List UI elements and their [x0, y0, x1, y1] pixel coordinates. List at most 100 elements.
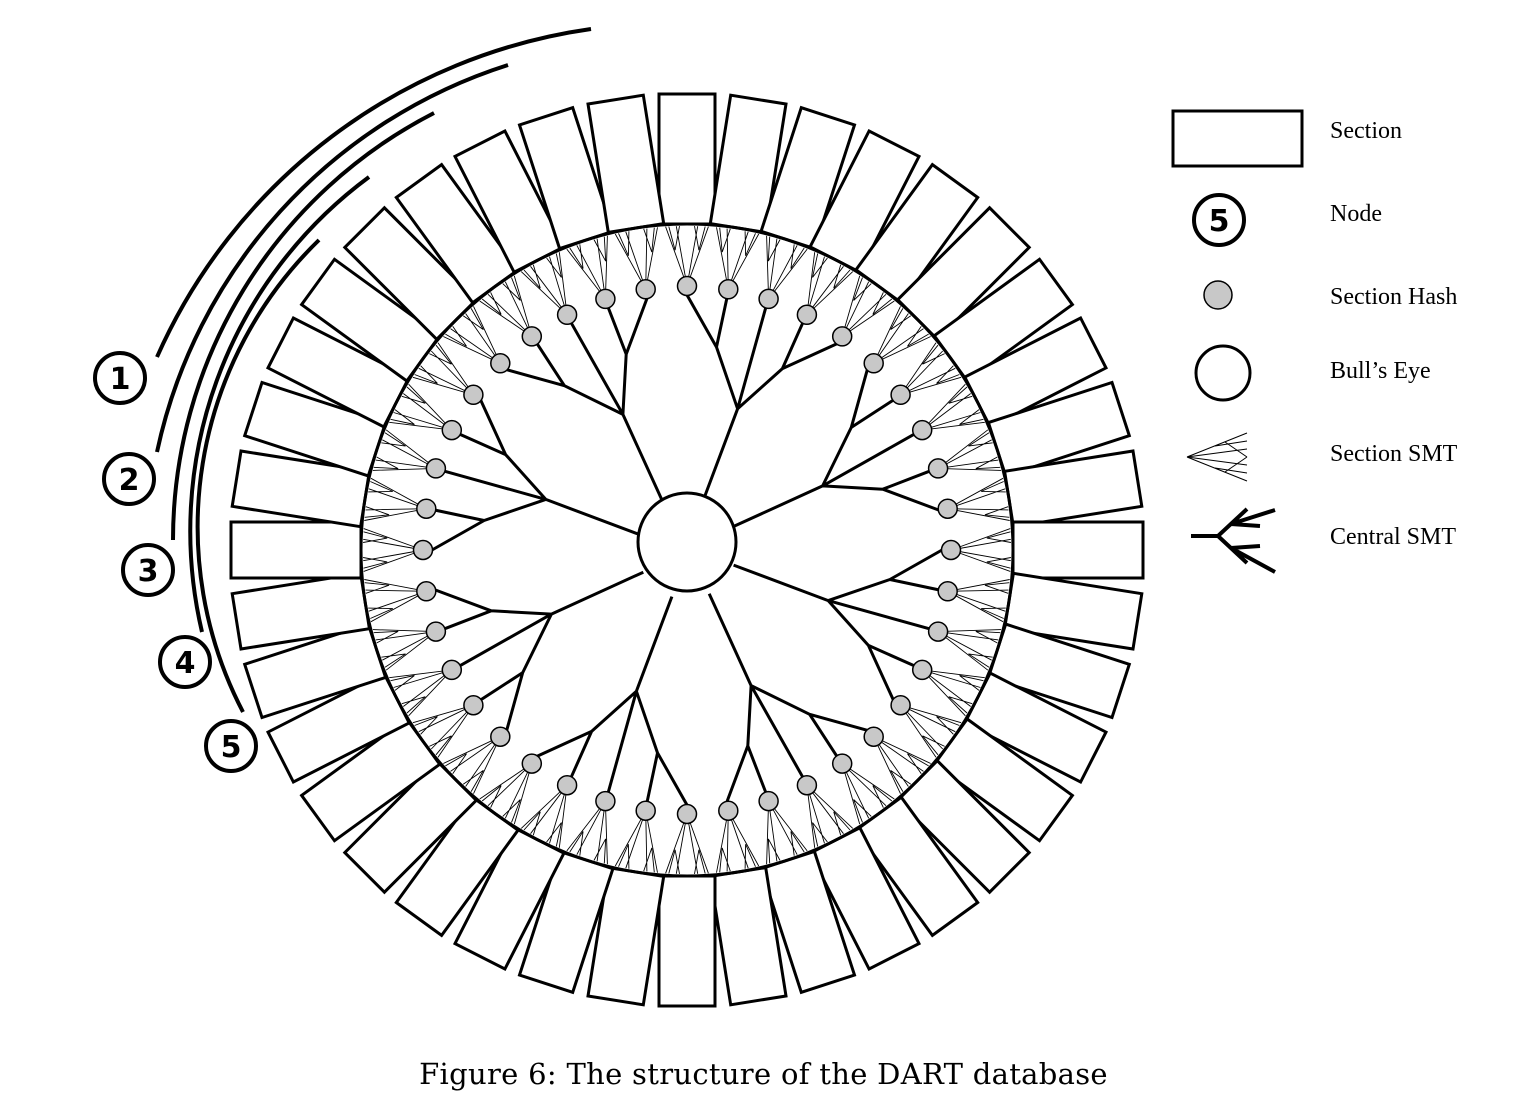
section[interactable] — [229, 520, 363, 580]
section-hash[interactable] — [635, 279, 656, 300]
section-smt — [614, 810, 658, 873]
section-hash[interactable] — [635, 800, 656, 821]
section-smt — [479, 275, 533, 337]
section-hash[interactable] — [796, 774, 818, 796]
central-smt-branch — [431, 399, 641, 552]
section-smt — [873, 306, 931, 364]
section[interactable] — [657, 92, 717, 226]
node-arc-3 — [171, 111, 435, 541]
node-4[interactable]: 4 — [158, 635, 212, 689]
node-markers: 1 2 3 4 5 — [93, 351, 258, 773]
node-arc-4 — [188, 175, 371, 633]
section-hash[interactable] — [863, 726, 884, 747]
bulls-eye[interactable] — [636, 491, 738, 593]
section-hash[interactable] — [890, 694, 911, 716]
central-smt-branch — [730, 369, 940, 530]
section-hash[interactable] — [796, 304, 818, 326]
section-hash[interactable] — [863, 353, 884, 374]
node-1[interactable]: 1 — [93, 351, 147, 405]
section-smt — [937, 629, 1002, 671]
section-hash[interactable] — [890, 384, 911, 406]
section-hash[interactable] — [937, 498, 958, 519]
section-smt — [950, 528, 1011, 572]
section-smt — [479, 763, 533, 825]
section-hashes — [412, 275, 962, 825]
section-smt — [900, 342, 962, 396]
figure-caption: Figure 6: The structure of the DART data… — [419, 1057, 1108, 1091]
section-hash[interactable] — [676, 803, 698, 825]
section-hash[interactable] — [416, 581, 437, 602]
section-hash[interactable] — [425, 458, 447, 479]
section-hash[interactable] — [463, 384, 484, 406]
central-smt-branch — [707, 593, 868, 803]
section-hash[interactable] — [676, 275, 698, 297]
node-arc-5 — [195, 238, 321, 713]
section-smt — [520, 784, 568, 848]
section-smt — [412, 704, 474, 758]
node-2-label: 2 — [119, 463, 140, 498]
section-hash[interactable] — [556, 304, 578, 326]
section-smt — [443, 306, 501, 364]
section-hash[interactable] — [595, 790, 616, 812]
node-1-label: 1 — [110, 362, 131, 397]
section-smt — [900, 704, 962, 758]
section-hash[interactable] — [911, 419, 933, 441]
section[interactable] — [1011, 520, 1145, 580]
section-smt — [841, 763, 895, 825]
central-smt-branch — [733, 548, 943, 701]
section-smt — [716, 227, 760, 290]
section-smt — [806, 252, 854, 316]
section-hash[interactable] — [831, 326, 853, 347]
section-hash[interactable] — [718, 279, 739, 300]
central-smt-branch — [685, 294, 838, 504]
section-hash[interactable] — [758, 790, 779, 812]
node-arc-1 — [155, 27, 592, 358]
section-hash[interactable] — [758, 288, 779, 310]
section-smt — [364, 477, 427, 521]
section-hash[interactable] — [441, 419, 463, 441]
section-hash[interactable] — [425, 621, 447, 642]
section-hash[interactable] — [927, 621, 949, 642]
section-hash[interactable] — [441, 659, 463, 681]
section-hash[interactable] — [412, 539, 434, 561]
section-hash[interactable] — [595, 288, 616, 310]
node-3[interactable]: 3 — [121, 543, 175, 597]
central-smt-branch — [434, 570, 644, 731]
legend-central-smt-label: Central SMT — [1330, 524, 1456, 550]
legend-section-symbol — [1171, 109, 1304, 168]
section-smt — [947, 477, 1010, 521]
node-arcs — [155, 27, 592, 713]
legend-section-smt-symbol — [1186, 432, 1248, 482]
legend-symbols: 5 — [1171, 109, 1304, 574]
section-smt — [372, 629, 437, 671]
section-hash[interactable] — [940, 539, 962, 561]
section-hash[interactable] — [521, 753, 543, 774]
section-smt — [806, 784, 854, 848]
outer-ring — [359, 222, 1015, 878]
section-hash[interactable] — [416, 498, 437, 519]
section-smt — [921, 669, 985, 717]
section-smt — [389, 383, 453, 431]
section-hash[interactable] — [831, 753, 853, 774]
node-4-label: 4 — [175, 646, 196, 681]
section-hash[interactable] — [911, 659, 933, 681]
section-hash[interactable] — [927, 458, 949, 479]
node-3-label: 3 — [138, 554, 159, 589]
central-smt-branch — [506, 297, 667, 507]
section-smt — [566, 235, 608, 300]
section-hash[interactable] — [490, 726, 511, 747]
node-2[interactable]: 2 — [102, 452, 156, 506]
legend-section-smt-label: Section SMT — [1330, 441, 1458, 467]
node-5[interactable]: 5 — [204, 719, 258, 773]
section-hash[interactable] — [937, 581, 958, 602]
section-hash[interactable] — [718, 800, 739, 821]
section[interactable] — [657, 874, 717, 1008]
legend-bulls-eye-symbol — [1194, 344, 1252, 402]
section-hash[interactable] — [490, 353, 511, 374]
section-smt — [716, 810, 760, 873]
legend-bulls-eye-label: Bull’s Eye — [1330, 358, 1431, 384]
section-hash[interactable] — [463, 694, 484, 716]
section-smt — [412, 342, 474, 396]
section-hash[interactable] — [556, 774, 578, 796]
section-hash[interactable] — [521, 326, 543, 347]
